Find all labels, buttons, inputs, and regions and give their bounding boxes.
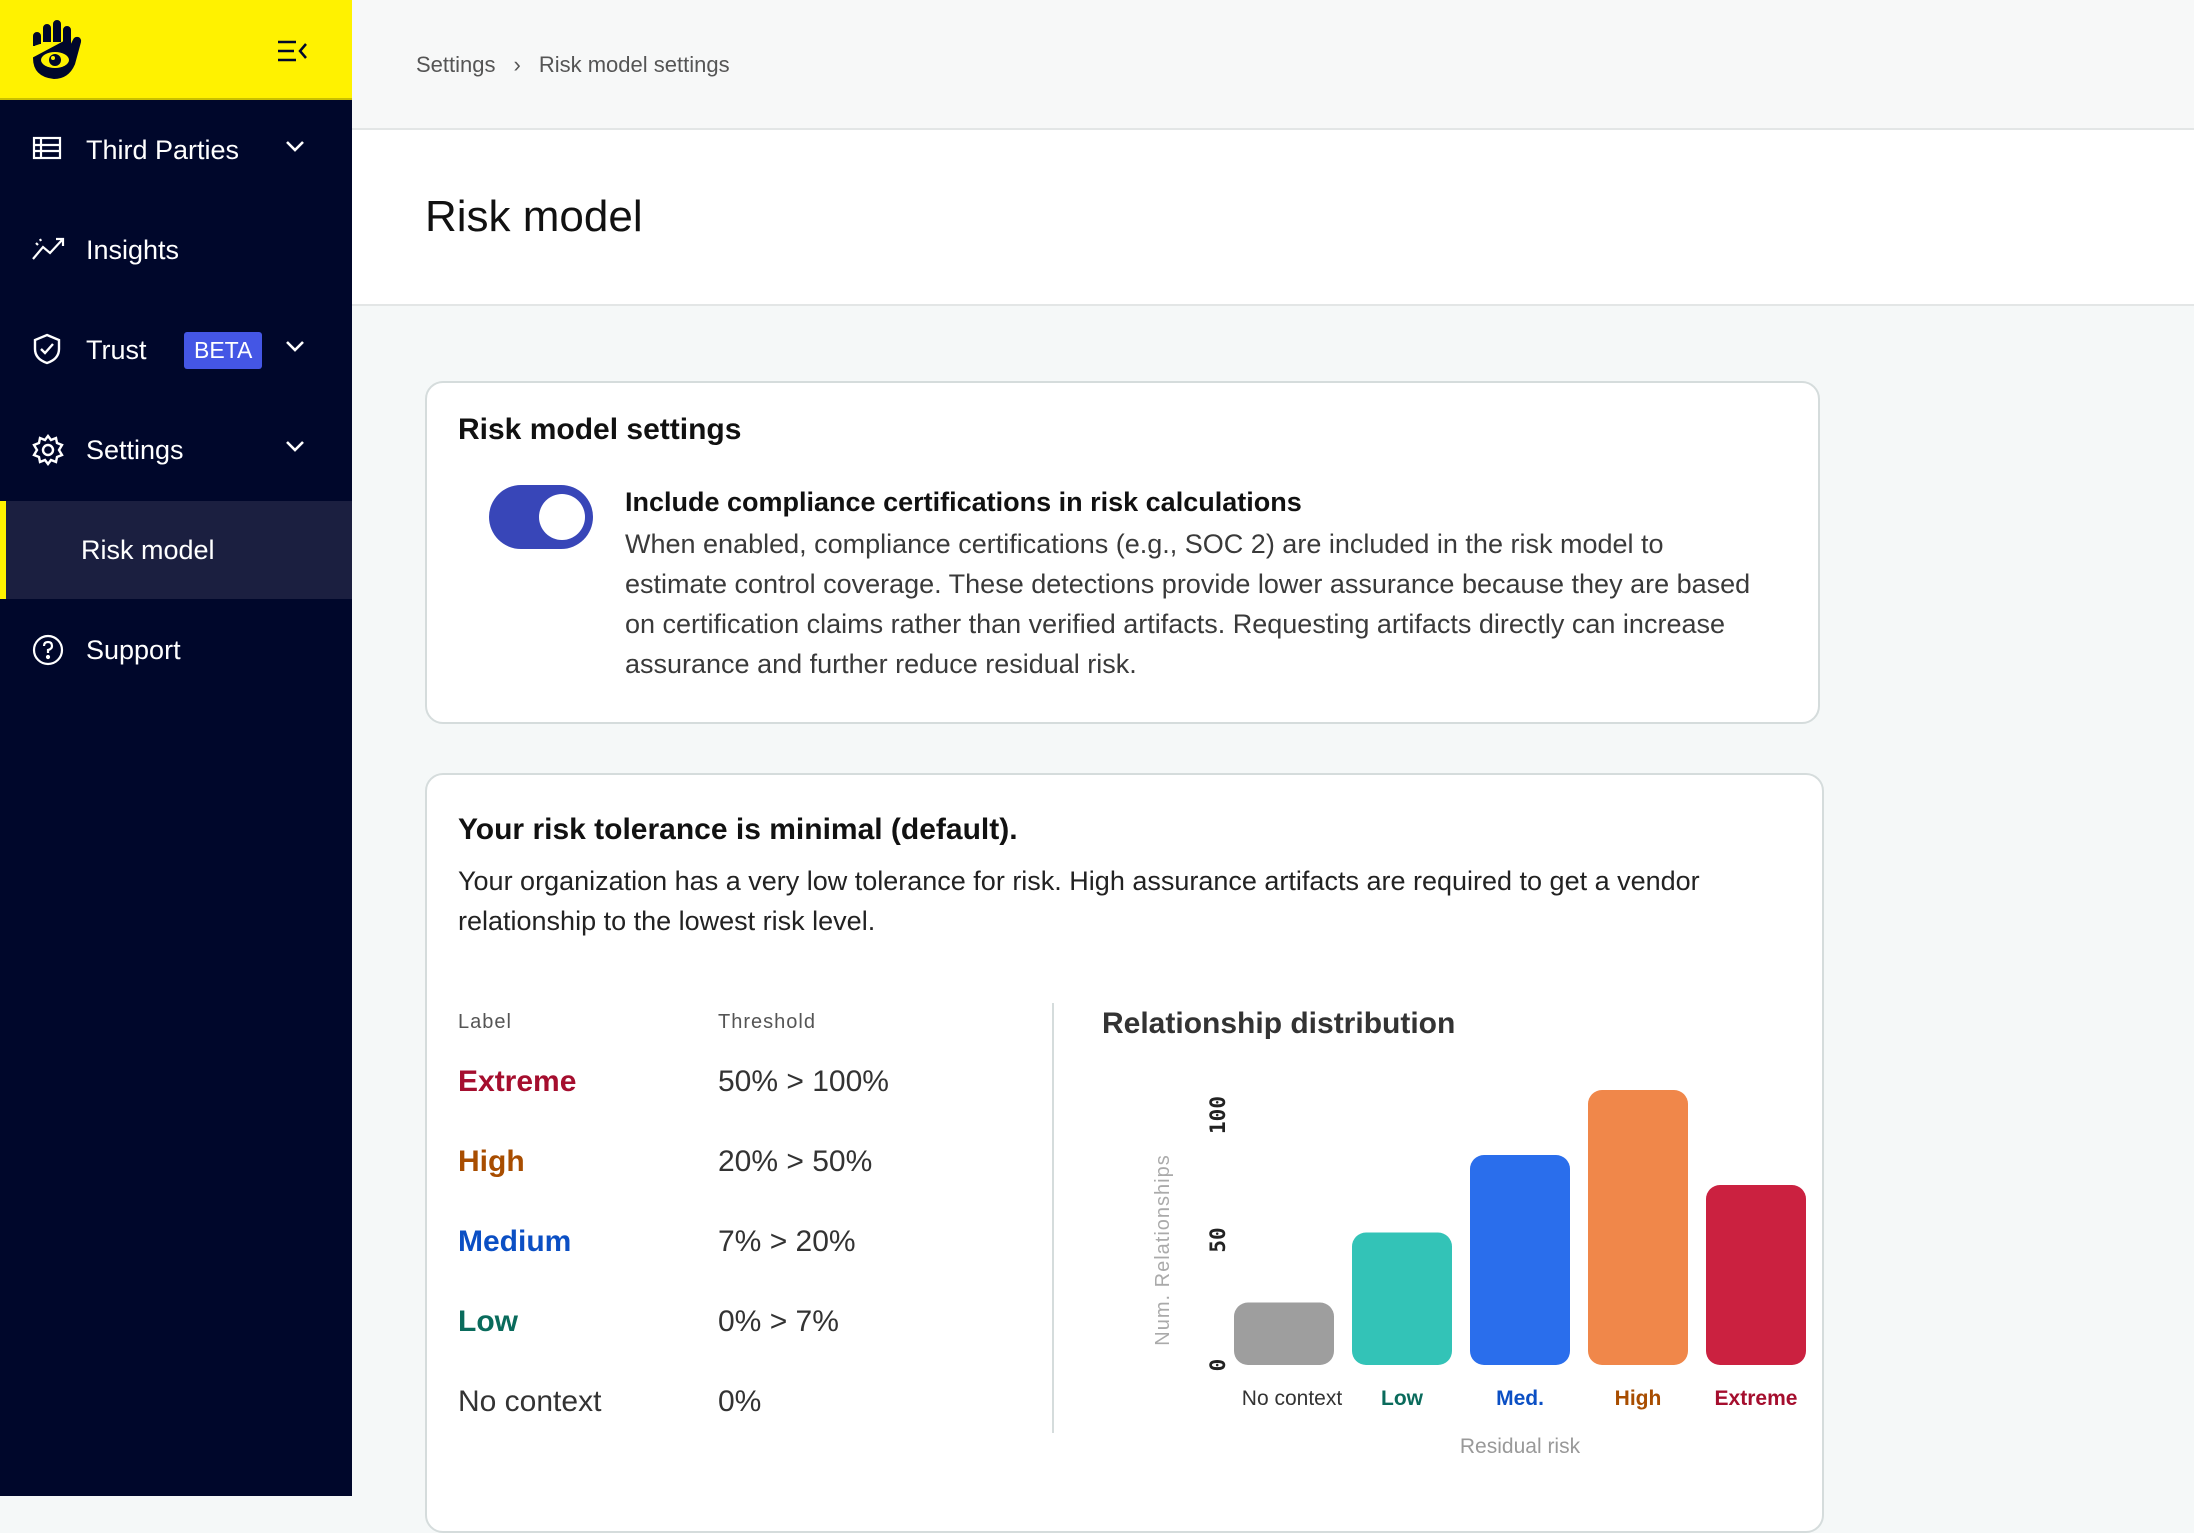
bar	[1234, 1302, 1334, 1365]
bar	[1706, 1185, 1806, 1365]
table-icon	[32, 136, 62, 160]
title-bar: Risk model	[352, 130, 2194, 306]
threshold-value: 7% > 20%	[718, 1225, 856, 1258]
risk-label: High	[458, 1145, 525, 1178]
divider	[1052, 1003, 1054, 1433]
chevron-right-icon: ›	[513, 52, 521, 77]
column-header-threshold: Threshold	[718, 1011, 816, 1033]
y-axis-label: Num. Relationships	[1152, 1154, 1174, 1345]
breadcrumb-bar: Settings › Risk model settings	[352, 0, 2194, 130]
risk-label: Medium	[458, 1225, 572, 1258]
y-tick-label: 100	[1206, 1096, 1230, 1134]
sidebar-item-trust[interactable]: Trust BETA	[0, 301, 352, 399]
sidebar-item-label: Support	[86, 634, 181, 665]
risk-label: Extreme	[458, 1065, 577, 1098]
threshold-value: 0% > 7%	[718, 1305, 839, 1338]
breadcrumb: Settings › Risk model settings	[416, 52, 730, 78]
sidebar-item-support[interactable]: Support	[0, 601, 352, 699]
y-tick-label: 50	[1206, 1227, 1230, 1252]
logo-bar	[0, 0, 352, 100]
help-circle-icon	[32, 634, 64, 666]
threshold-value: 20% > 50%	[718, 1145, 873, 1178]
threshold-value: 0%	[718, 1385, 762, 1418]
bar	[1588, 1090, 1688, 1365]
trend-icon	[32, 237, 65, 260]
gear-icon	[32, 434, 64, 466]
x-axis-label: Residual risk	[1460, 1435, 1581, 1458]
risk-model-settings-card: Risk model settings Include compliance c…	[425, 381, 1820, 724]
bar	[1470, 1155, 1570, 1365]
breadcrumb-risk-model-settings: Risk model settings	[538, 52, 730, 77]
compliance-certifications-toggle[interactable]	[489, 485, 593, 549]
toggle-knob	[539, 494, 585, 540]
chart-title: Relationship distribution	[1102, 1007, 1455, 1040]
threshold-row: No context 0%	[458, 1385, 761, 1419]
x-tick-label: No context	[1242, 1387, 1343, 1410]
toggle-label: Include compliance certifications in ris…	[625, 487, 1302, 517]
sidebar-item-label: Risk model	[81, 534, 215, 565]
column-header-label: Label	[458, 1011, 512, 1033]
x-tick-label: High	[1615, 1387, 1662, 1410]
sidebar-item-insights[interactable]: Insights	[0, 201, 352, 299]
card-title: Your risk tolerance is minimal (default)…	[458, 813, 1018, 846]
sidebar-item-settings[interactable]: Settings	[0, 401, 352, 499]
toggle-description: When enabled, compliance certifications …	[625, 529, 1751, 679]
collapse-menu-icon[interactable]	[278, 40, 308, 62]
x-tick-label: Low	[1381, 1387, 1424, 1410]
sidebar: Third Parties Insights Trust BETA Settin…	[0, 0, 352, 1496]
tolerance-description: Your organization has a very low toleran…	[458, 866, 1700, 936]
bar	[1352, 1232, 1452, 1365]
threshold-row: Medium 7% > 20%	[458, 1225, 856, 1259]
threshold-value: 50% > 100%	[718, 1065, 889, 1098]
sidebar-item-label: Trust	[86, 334, 147, 365]
sidebar-item-third-parties[interactable]: Third Parties	[0, 101, 352, 199]
x-tick-label: Extreme	[1715, 1387, 1798, 1410]
sidebar-item-label: Settings	[86, 434, 184, 465]
hand-eye-logo-icon[interactable]	[30, 20, 86, 80]
x-tick-label: Med.	[1496, 1387, 1544, 1410]
threshold-row: Extreme 50% > 100%	[458, 1065, 889, 1099]
breadcrumb-settings[interactable]: Settings	[416, 52, 496, 77]
chevron-down-icon[interactable]	[284, 439, 306, 453]
relationship-distribution-chart: Relationship distribution Num. Relationsh…	[1102, 1007, 1806, 1458]
shield-check-icon	[33, 333, 61, 365]
card-title: Risk model settings	[458, 413, 742, 446]
y-tick-label: 0	[1206, 1359, 1230, 1372]
risk-tolerance-card: Your risk tolerance is minimal (default)…	[425, 773, 1824, 1533]
threshold-row: High 20% > 50%	[458, 1145, 872, 1179]
sidebar-item-risk-model[interactable]: Risk model	[0, 501, 352, 599]
chevron-down-icon[interactable]	[284, 139, 306, 153]
page-title: Risk model	[425, 192, 643, 241]
chevron-down-icon[interactable]	[284, 339, 306, 353]
sidebar-item-label: Insights	[86, 234, 180, 265]
beta-badge: BETA	[184, 331, 263, 369]
risk-label: No context	[458, 1385, 602, 1418]
risk-label: Low	[458, 1305, 518, 1338]
threshold-row: Low 0% > 7%	[458, 1305, 839, 1339]
sidebar-item-label: Third Parties	[86, 134, 240, 165]
